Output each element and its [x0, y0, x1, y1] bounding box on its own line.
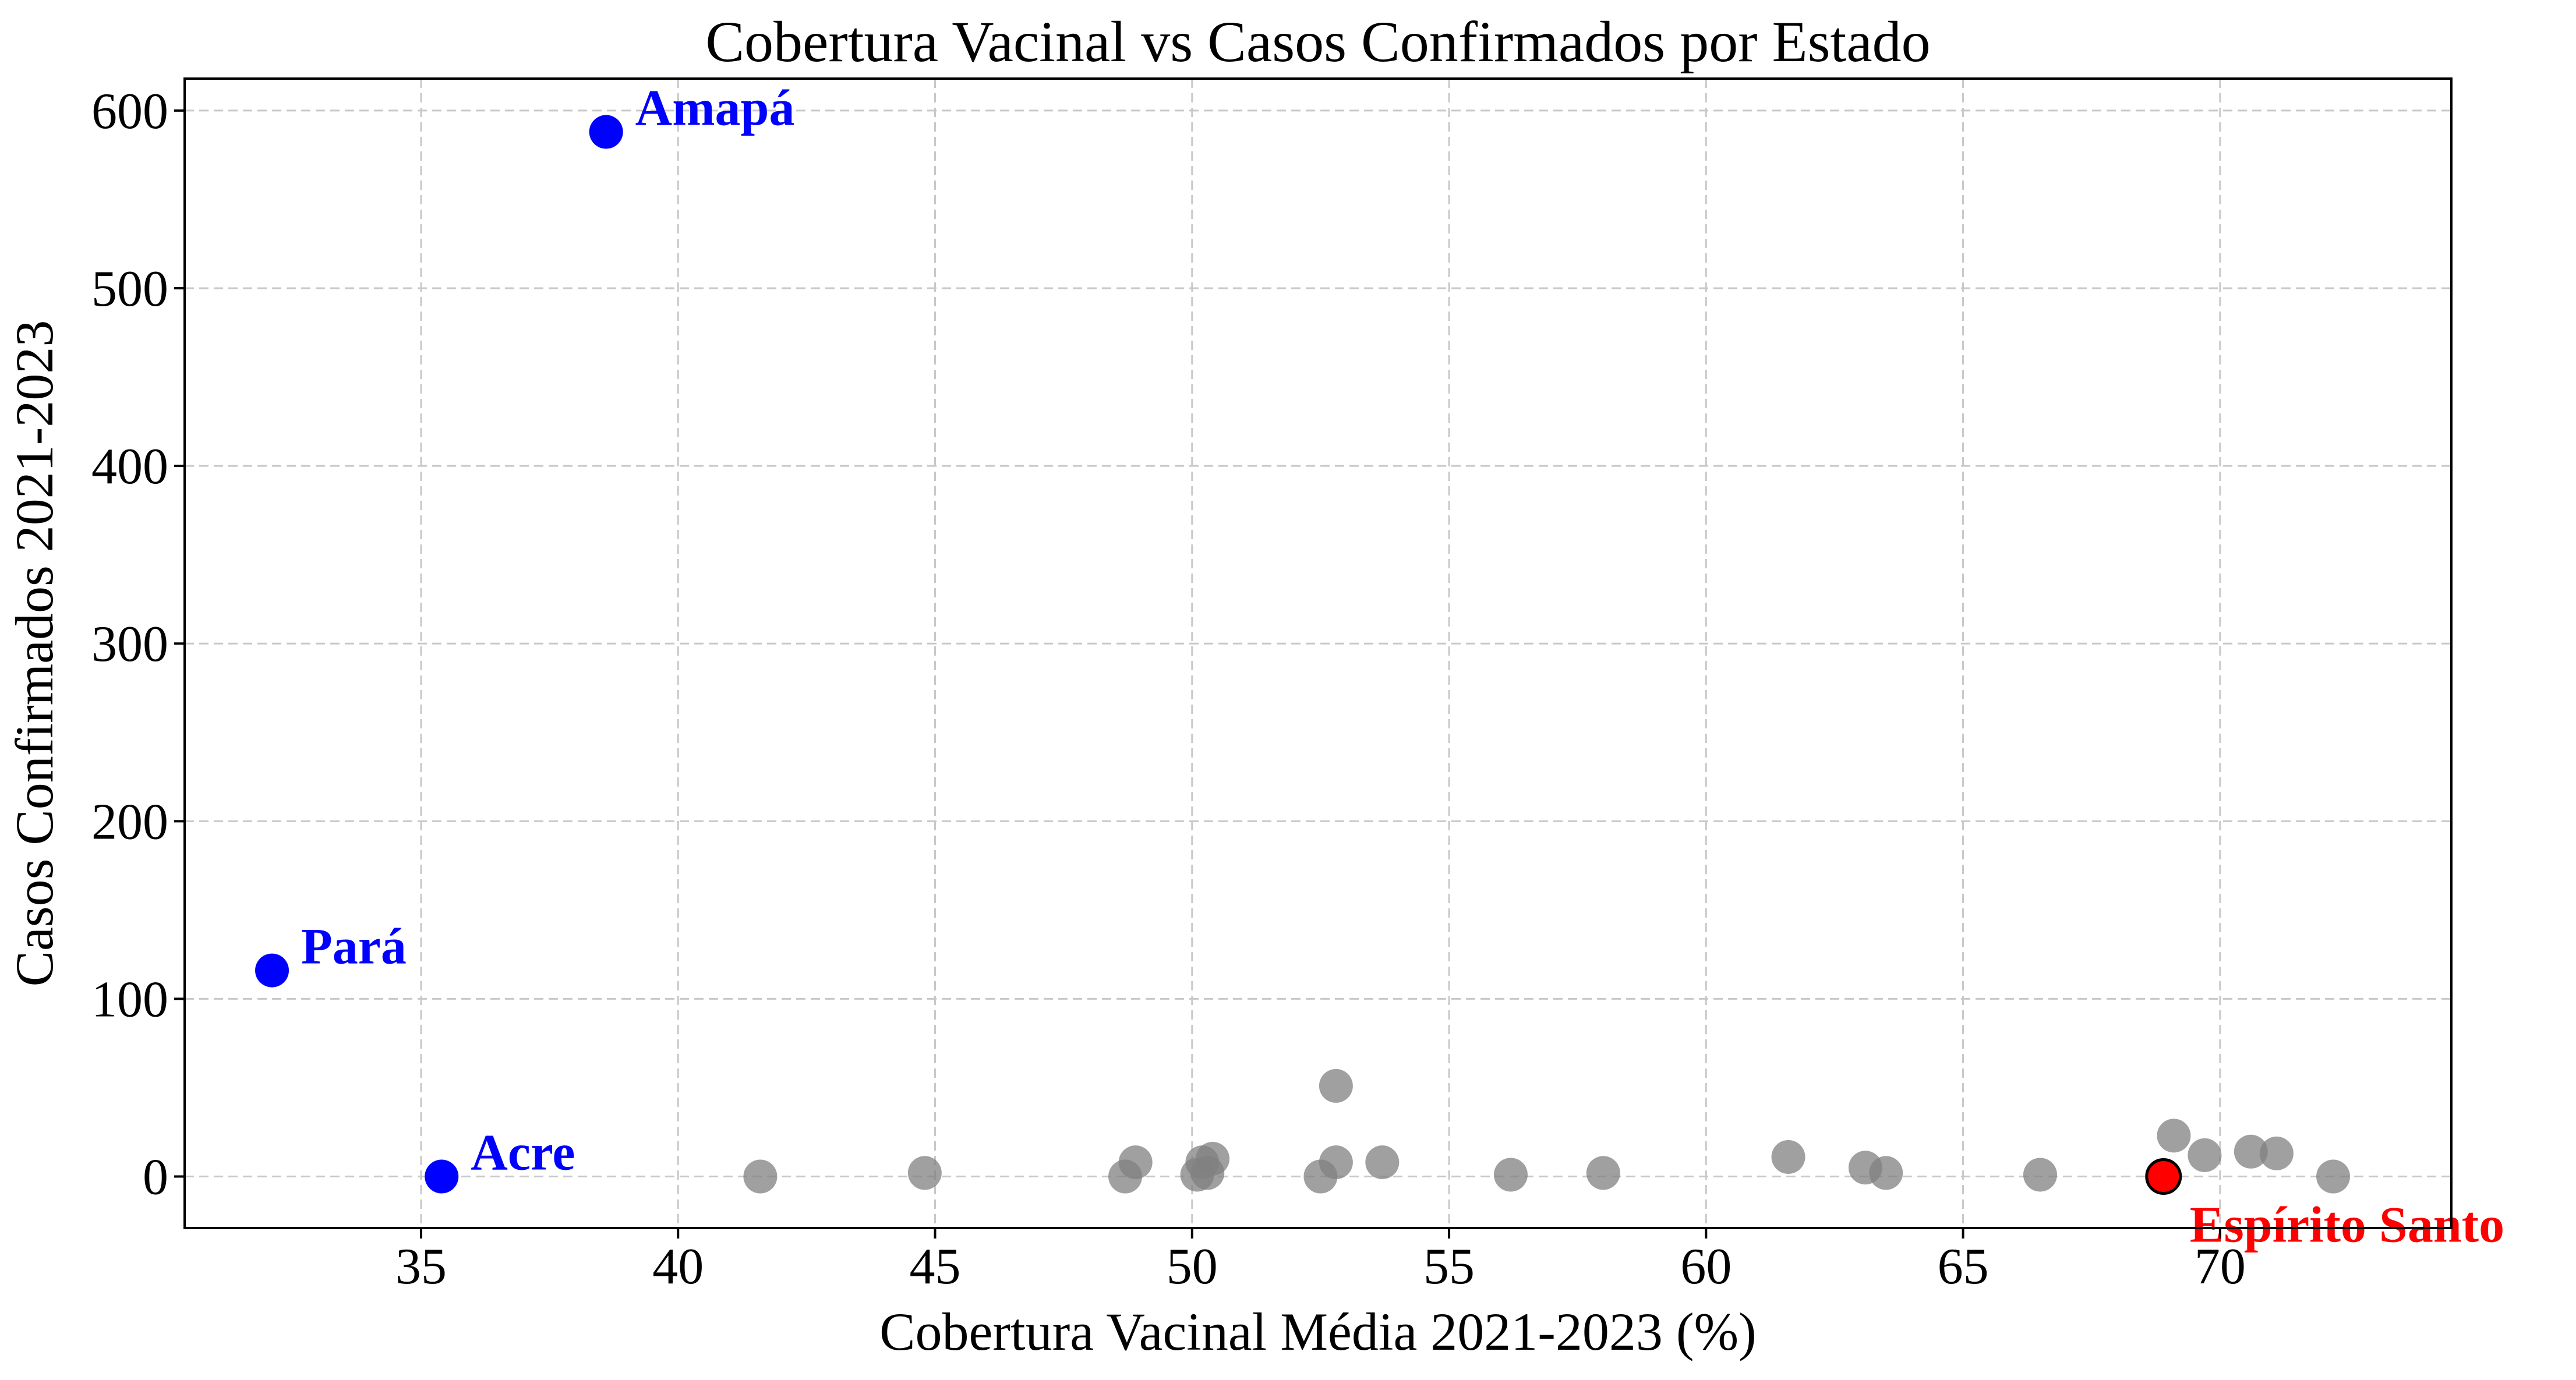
grid-lines: [185, 79, 2451, 1228]
point-annotation-label: Pará: [301, 919, 407, 975]
chart-title: Cobertura Vacinal vs Casos Confirmados p…: [705, 9, 1930, 74]
data-point: [1196, 1142, 1230, 1176]
data-point: [743, 1159, 778, 1194]
x-tick-label: 60: [1680, 1239, 1732, 1295]
x-tick-label: 50: [1167, 1239, 1218, 1295]
y-tick-label: 300: [91, 616, 168, 673]
highlighted-data-point: [2145, 1158, 2182, 1195]
x-axis-label: Cobertura Vacinal Média 2021-2023 (%): [879, 1302, 1757, 1361]
data-point: [1319, 1068, 1353, 1103]
x-tick-label: 65: [1938, 1239, 1989, 1295]
data-point: [1771, 1140, 1805, 1174]
data-point: [1493, 1158, 1528, 1192]
data-point: [907, 1156, 942, 1190]
y-tick-label: 200: [91, 794, 168, 850]
x-tick-label: 45: [910, 1239, 961, 1295]
data-point: [1586, 1156, 1620, 1190]
data-points: [255, 115, 2351, 1195]
highlighted-data-point: [425, 1159, 459, 1194]
y-tick-label: 500: [91, 261, 168, 317]
plot-frame: [183, 77, 2453, 1229]
data-point: [1365, 1145, 1400, 1180]
y-tick-label: 100: [91, 971, 168, 1028]
data-point: [1869, 1156, 1903, 1190]
y-tick-label: 600: [91, 83, 168, 140]
x-tick-label: 55: [1423, 1239, 1475, 1295]
axis-ticks: 35 40 45 50 55 60 65 70 0 100 200 300 400 500 600: [91, 83, 2246, 1295]
data-point: [1319, 1145, 1353, 1180]
data-point: [2157, 1119, 2191, 1153]
data-point: [2316, 1159, 2351, 1194]
highlighted-data-point: [589, 115, 623, 149]
data-point: [2259, 1136, 2294, 1170]
x-tick-label: 35: [395, 1239, 447, 1295]
y-tick-label: 0: [143, 1149, 168, 1206]
y-tick-label: 400: [91, 438, 168, 495]
data-point: [2188, 1138, 2222, 1172]
data-point: [1118, 1145, 1153, 1180]
y-axis-label: Casos Confirmados 2021-2023: [5, 320, 64, 987]
data-point: [2234, 1134, 2268, 1169]
point-annotation-label: Acre: [471, 1125, 575, 1181]
x-tick-label: 70: [2195, 1239, 2246, 1295]
data-point: [2023, 1158, 2057, 1192]
x-tick-label: 40: [652, 1239, 704, 1295]
highlighted-data-point: [255, 953, 289, 988]
point-annotation-label: Amapá: [635, 80, 795, 137]
